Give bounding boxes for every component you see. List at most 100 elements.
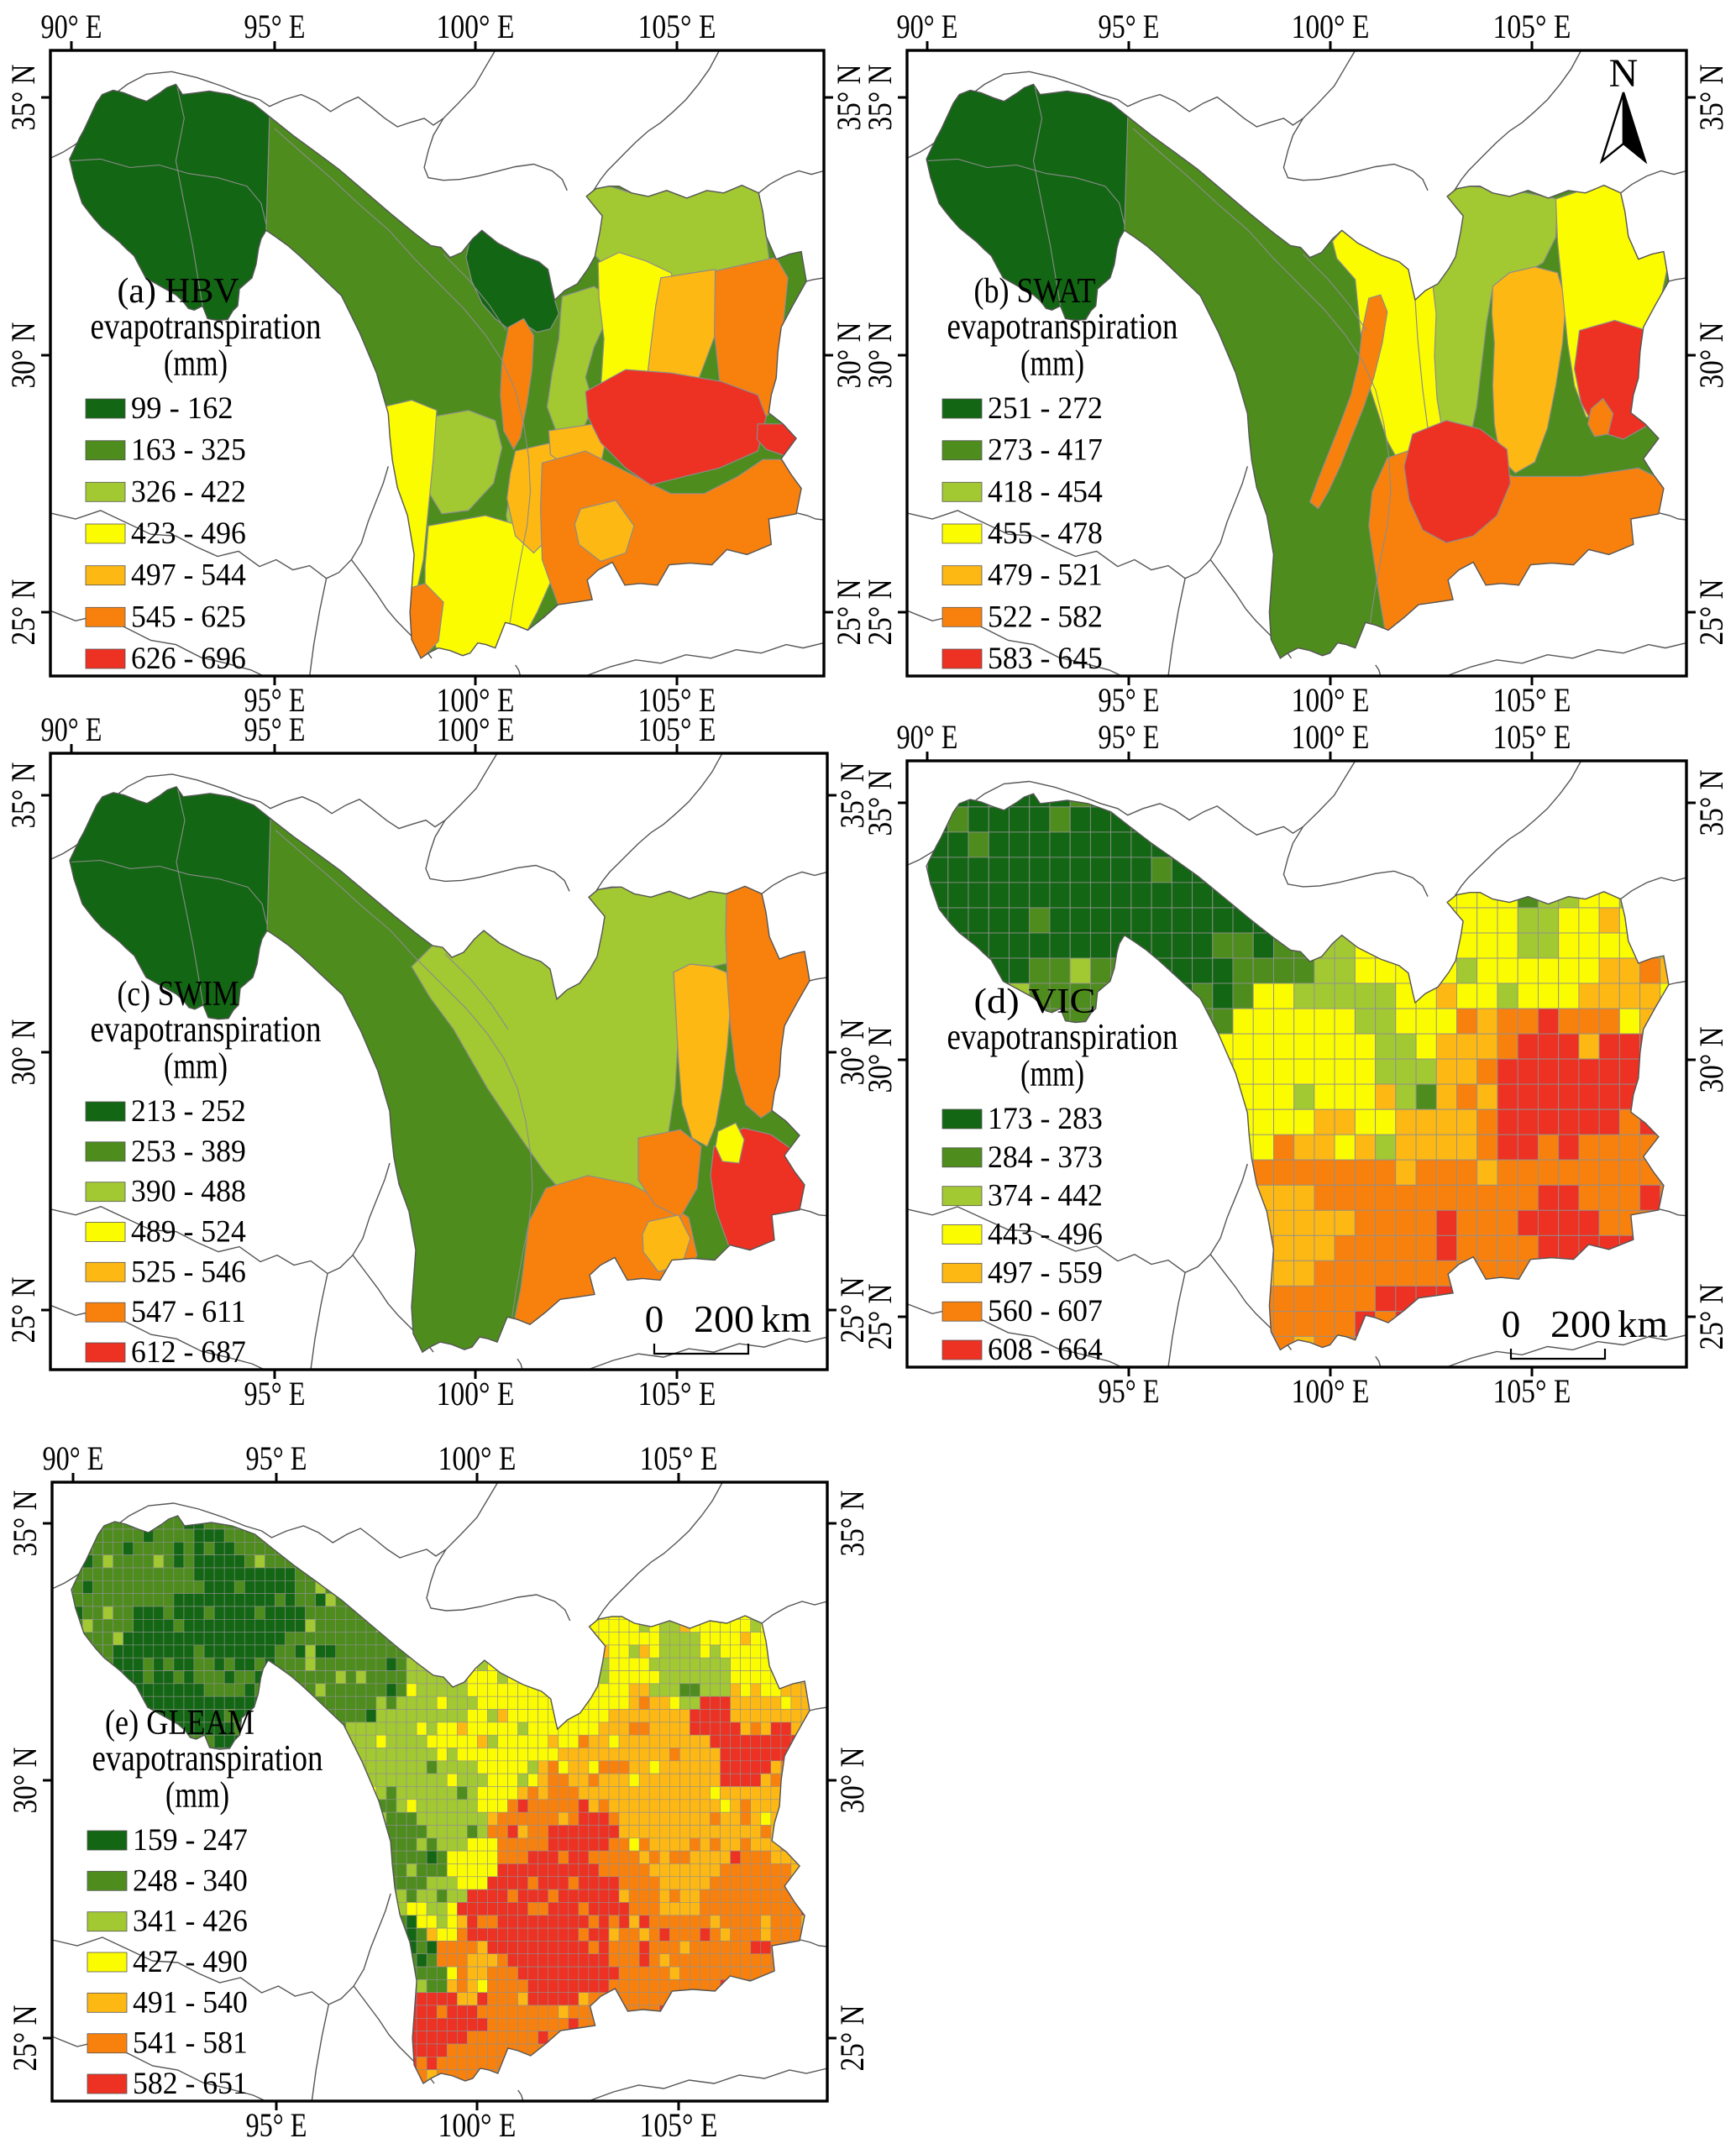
svg-text:(d) VIC: (d) VIC — [974, 983, 1096, 1021]
svg-text:489 - 524: 489 - 524 — [131, 1215, 246, 1250]
svg-text:200: 200 — [694, 1298, 754, 1340]
svg-text:541 - 581: 541 - 581 — [133, 2026, 248, 2061]
svg-text:(mm): (mm) — [165, 1774, 229, 1816]
svg-text:0: 0 — [1502, 1303, 1521, 1345]
svg-text:(mm): (mm) — [164, 1046, 228, 1087]
svg-text:35° N: 35° N — [833, 763, 871, 829]
svg-text:90° E: 90° E — [897, 8, 958, 45]
svg-text:418 - 454: 418 - 454 — [988, 474, 1103, 509]
svg-text:479 - 521: 479 - 521 — [988, 558, 1103, 593]
svg-text:105° E: 105° E — [1493, 1372, 1571, 1410]
svg-text:100° E: 100° E — [1292, 8, 1370, 45]
svg-text:25° N: 25° N — [830, 579, 868, 646]
svg-text:25° N: 25° N — [833, 2005, 871, 2072]
svg-text:95° E: 95° E — [244, 681, 306, 719]
svg-text:(mm): (mm) — [164, 343, 228, 384]
svg-text:200: 200 — [1550, 1303, 1611, 1345]
svg-text:273 - 417: 273 - 417 — [988, 433, 1103, 468]
svg-text:30° N: 30° N — [6, 1748, 44, 1814]
svg-text:100° E: 100° E — [1292, 1372, 1370, 1410]
svg-text:423 - 496: 423 - 496 — [131, 516, 246, 551]
svg-text:(mm): (mm) — [1020, 1053, 1084, 1094]
svg-text:100° E: 100° E — [437, 8, 515, 45]
svg-text:(c) SWIM: (c) SWIM — [118, 975, 239, 1014]
svg-text:105° E: 105° E — [638, 710, 716, 748]
svg-text:626 - 696: 626 - 696 — [131, 642, 246, 676]
svg-text:105° E: 105° E — [1493, 8, 1571, 45]
svg-text:560 - 607: 560 - 607 — [988, 1294, 1103, 1329]
svg-text:253 - 389: 253 - 389 — [131, 1135, 246, 1169]
svg-text:248 - 340: 248 - 340 — [133, 1863, 248, 1898]
svg-text:100° E: 100° E — [437, 1375, 515, 1412]
svg-text:443 - 496: 443 - 496 — [988, 1218, 1103, 1252]
svg-text:km: km — [1618, 1303, 1668, 1345]
svg-text:95° E: 95° E — [1099, 718, 1160, 756]
svg-text:545 - 625: 545 - 625 — [131, 600, 246, 634]
svg-text:497 - 544: 497 - 544 — [131, 558, 246, 593]
svg-text:25° N: 25° N — [833, 1277, 871, 1344]
svg-text:30° N: 30° N — [861, 1027, 899, 1093]
svg-text:612 - 687: 612 - 687 — [131, 1335, 246, 1370]
svg-text:100° E: 100° E — [438, 2106, 517, 2144]
svg-text:105° E: 105° E — [1493, 718, 1571, 756]
svg-text:99 - 162: 99 - 162 — [131, 391, 233, 426]
svg-text:341 - 426: 341 - 426 — [133, 1905, 248, 1939]
svg-text:90° E: 90° E — [41, 8, 102, 45]
svg-text:35° N: 35° N — [830, 65, 868, 131]
svg-text:25° N: 25° N — [4, 579, 42, 646]
svg-text:582 - 651: 582 - 651 — [133, 2067, 248, 2101]
svg-text:173 - 283: 173 - 283 — [988, 1102, 1103, 1136]
svg-text:(mm): (mm) — [1020, 343, 1084, 384]
svg-text:25° N: 25° N — [861, 579, 899, 646]
svg-text:25° N: 25° N — [1692, 1284, 1730, 1350]
svg-text:(a) HBV: (a) HBV — [118, 272, 239, 311]
svg-text:100° E: 100° E — [1292, 718, 1370, 756]
svg-text:105° E: 105° E — [640, 2106, 718, 2144]
svg-text:evapotranspiration: evapotranspiration — [92, 1737, 323, 1779]
svg-text:105° E: 105° E — [1493, 681, 1571, 719]
svg-text:95° E: 95° E — [246, 1439, 307, 1477]
svg-text:213 - 252: 213 - 252 — [131, 1094, 246, 1129]
svg-text:30° N: 30° N — [1692, 322, 1730, 389]
svg-text:evapotranspiration: evapotranspiration — [947, 1016, 1178, 1057]
svg-text:30° N: 30° N — [833, 1748, 871, 1814]
svg-text:35° N: 35° N — [6, 1491, 44, 1557]
svg-text:35° N: 35° N — [4, 65, 42, 131]
svg-text:35° N: 35° N — [861, 770, 899, 836]
svg-text:583 - 645: 583 - 645 — [988, 642, 1103, 676]
svg-text:25° N: 25° N — [1692, 579, 1730, 646]
svg-text:25° N: 25° N — [861, 1284, 899, 1350]
svg-text:284 - 373: 284 - 373 — [988, 1140, 1103, 1175]
svg-text:evapotranspiration: evapotranspiration — [91, 1009, 322, 1050]
svg-text:105° E: 105° E — [640, 1439, 718, 1477]
svg-text:25° N: 25° N — [6, 2005, 44, 2072]
svg-text:95° E: 95° E — [246, 2106, 307, 2144]
svg-text:497 - 559: 497 - 559 — [988, 1255, 1103, 1290]
svg-text:90° E: 90° E — [897, 718, 958, 756]
svg-text:159 - 247: 159 - 247 — [133, 1823, 248, 1858]
svg-text:30° N: 30° N — [830, 322, 868, 389]
svg-text:30° N: 30° N — [833, 1019, 871, 1086]
svg-text:90° E: 90° E — [41, 710, 102, 748]
svg-text:35° N: 35° N — [861, 65, 899, 131]
svg-text:evapotranspiration: evapotranspiration — [947, 306, 1178, 347]
svg-text:105° E: 105° E — [638, 681, 716, 719]
svg-text:100° E: 100° E — [438, 1439, 517, 1477]
svg-text:100° E: 100° E — [437, 681, 515, 719]
svg-text:35° N: 35° N — [4, 763, 42, 829]
svg-text:(e) GLEAM: (e) GLEAM — [105, 1704, 254, 1743]
svg-text:30° N: 30° N — [4, 322, 42, 389]
svg-text:90° E: 90° E — [43, 1439, 104, 1477]
svg-text:251 - 272: 251 - 272 — [988, 391, 1103, 426]
svg-text:95° E: 95° E — [1099, 1372, 1160, 1410]
svg-text:100° E: 100° E — [437, 710, 515, 748]
svg-text:25° N: 25° N — [4, 1277, 42, 1344]
svg-text:N: N — [1609, 51, 1639, 96]
svg-text:35° N: 35° N — [833, 1491, 871, 1557]
svg-text:0: 0 — [645, 1298, 664, 1340]
svg-text:30° N: 30° N — [1692, 1027, 1730, 1093]
svg-text:evapotranspiration: evapotranspiration — [91, 306, 322, 347]
svg-text:km: km — [761, 1298, 811, 1340]
svg-text:608 - 664: 608 - 664 — [988, 1333, 1103, 1367]
svg-text:547 - 611: 547 - 611 — [131, 1295, 246, 1329]
